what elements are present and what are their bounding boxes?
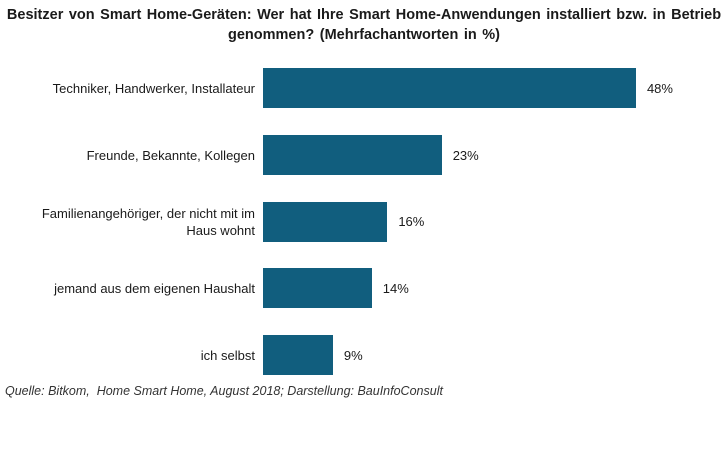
value-label: 14% — [382, 280, 409, 296]
bar — [263, 268, 372, 309]
bar — [263, 135, 442, 176]
source-note: Quelle: Bitkom, Home Smart Home, August … — [5, 384, 443, 398]
page-title: Besitzer von Smart Home-Geräten: Wer hat… — [2, 6, 726, 45]
bar — [263, 201, 388, 242]
bar-label: ich selbst — [200, 347, 255, 363]
title-line-2: genommen? (Mehrfachantworten in %) — [228, 26, 500, 43]
value-label: 16% — [398, 214, 425, 230]
bar-label: Techniker, Handwerker, Installateur — [52, 80, 255, 96]
chart-row: Familienangehöriger, der nicht mit im Ha… — [0, 188, 728, 255]
bar-chart: Techniker, Handwerker, Installateur 48% Fr… — [0, 55, 728, 389]
value-label: 9% — [343, 347, 363, 363]
value-label: 48% — [646, 80, 673, 96]
bar — [263, 68, 636, 109]
title-line-1: Besitzer von Smart Home-Geräten: Wer hat… — [6, 7, 722, 23]
bar — [263, 335, 333, 376]
bar-label: jemand aus dem eigenen Haushalt — [54, 280, 255, 296]
chart-row: Techniker, Handwerker, Installateur 48% — [0, 55, 728, 122]
bar-label: Freunde, Bekannte, Kollegen — [86, 147, 255, 163]
bar-label: Familienangehöriger, der nicht mit im Ha… — [41, 205, 255, 238]
chart-row: Freunde, Bekannte, Kollegen 23% — [0, 122, 728, 189]
chart-row: jemand aus dem eigenen Haushalt 14% — [0, 255, 728, 322]
value-label: 23% — [452, 147, 479, 163]
chart-row: ich selbst 9% — [0, 322, 728, 389]
